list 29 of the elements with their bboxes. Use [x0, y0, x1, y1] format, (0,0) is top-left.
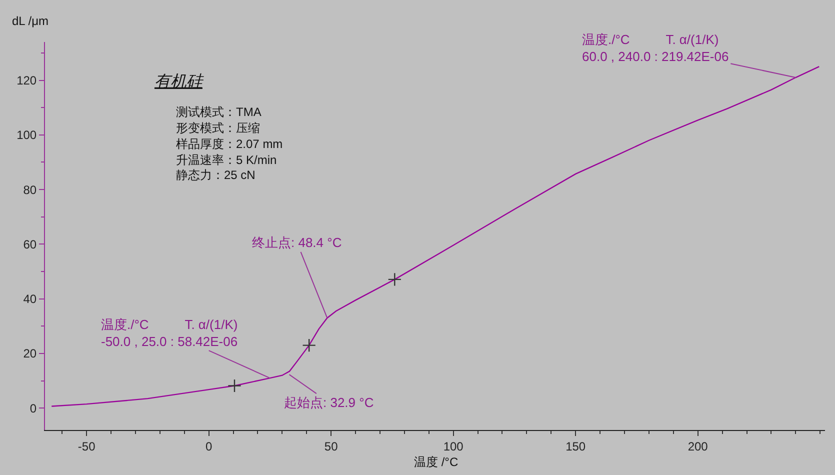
annotation: 形变模式：压缩 [176, 121, 260, 135]
point [388, 272, 402, 286]
y-tick-label: 60 [23, 237, 37, 252]
y-tick-label: 80 [23, 182, 37, 197]
x-tick-label: 150 [566, 439, 586, 454]
y-axis-title: dL /μm [12, 14, 48, 28]
annotation: 终止点: 48.4 °C [252, 235, 342, 250]
x-tick-label: 200 [688, 439, 708, 454]
y-tick-label: 120 [16, 73, 37, 88]
x-axis-title: 温度 /°C [414, 455, 458, 469]
annotation: 起始点: 32.9 °C [284, 395, 374, 410]
y-tick-label: 100 [16, 128, 37, 142]
text: 有机硅 [154, 71, 204, 90]
annotation: 温度./°C T. α/(1/K) -50.0 , 25.0 : 58.42E-06 [101, 317, 238, 349]
annotation: 升温速率：5 K/min [176, 153, 277, 167]
annotation: 样品厚度：2.07 mm [176, 137, 283, 151]
point [302, 338, 316, 352]
annotation: 测试模式：TMA [176, 105, 262, 119]
annotation: 静态力：25 cN [176, 168, 256, 182]
annotation: 温度./°C T. α/(1/K) 60.0 , 240.0 : 219.42E-06 [582, 32, 729, 64]
line-series [51, 66, 820, 407]
y-tick-label: 40 [23, 292, 37, 306]
x-tick-label: 100 [443, 439, 464, 454]
x-tick-label: -50 [78, 439, 96, 454]
y-tick-label: 0 [30, 401, 37, 416]
point [228, 378, 242, 393]
x-tick-label: 50 [324, 439, 338, 454]
y-tick-label: 20 [23, 346, 37, 361]
x-tick-label: 0 [205, 439, 212, 454]
